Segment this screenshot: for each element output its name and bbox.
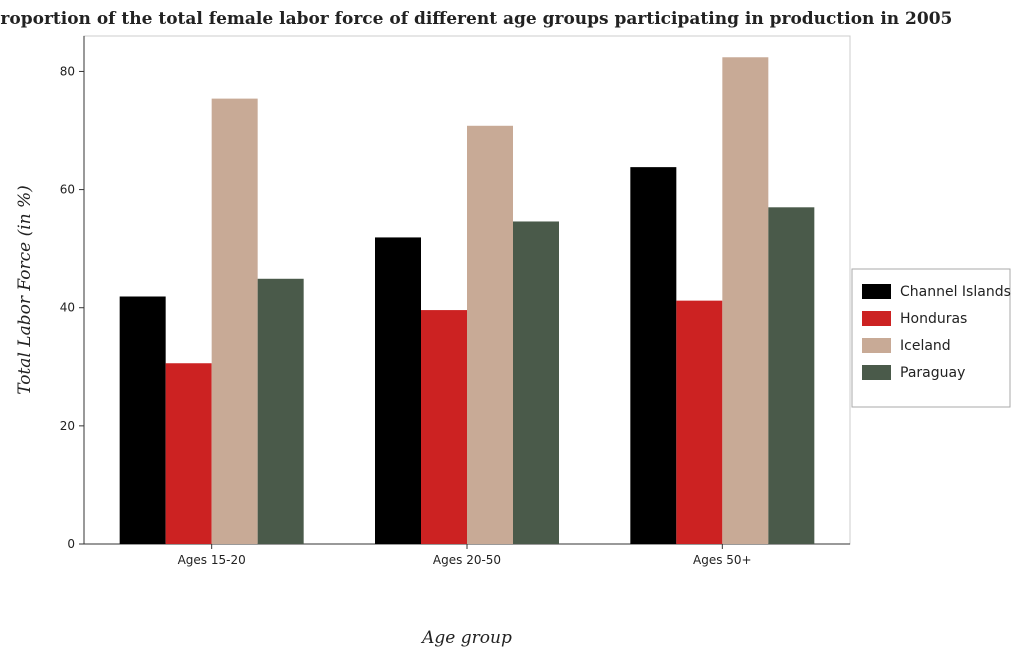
legend-label: Honduras [900,311,967,327]
legend: Channel Islands Honduras Iceland Paraguay [851,268,1011,408]
bar-iceland-3 [722,57,769,545]
y-tick-label: 60 [60,183,75,197]
bar-channel-islands-3 [630,167,677,544]
legend-label: Channel Islands [900,284,1011,300]
legend-label: Iceland [900,338,951,354]
bar-iceland-2 [467,125,513,545]
chart-title: Proportion of the total female labor for… [0,9,952,29]
x-tick-label: Ages 20-50 [433,553,501,567]
bar-channel-islands-2 [375,237,421,544]
legend-swatch [862,311,891,326]
y-tick-label: 0 [67,537,75,551]
bar-honduras-1 [165,363,212,544]
legend-label: Paraguay [900,365,965,381]
bar-paraguay-3 [768,207,815,545]
y-tick-label: 80 [60,64,75,78]
bar-paraguay-1 [257,278,304,544]
x-tick-label: Ages 15-20 [178,553,246,567]
y-axis: 0 20 40 60 80 [60,36,85,551]
y-tick-label: 40 [60,301,75,315]
bar-honduras-2 [421,310,467,544]
y-axis-label: Total Labor Force (in %) [15,185,35,395]
bar-channel-islands-1 [119,296,166,544]
legend-swatch [862,338,891,353]
legend-swatch [862,284,891,299]
x-axis: Ages 15-20 Ages 20-50 Ages 50+ [84,543,850,567]
bars [119,57,815,545]
y-tick-label: 20 [60,419,75,433]
bar-paraguay-2 [513,221,559,544]
bar-honduras-3 [676,300,723,544]
x-axis-label: Age group [420,628,512,648]
legend-swatch [862,365,891,380]
bar-iceland-1 [211,98,258,544]
x-tick-label: Ages 50+ [693,553,752,567]
